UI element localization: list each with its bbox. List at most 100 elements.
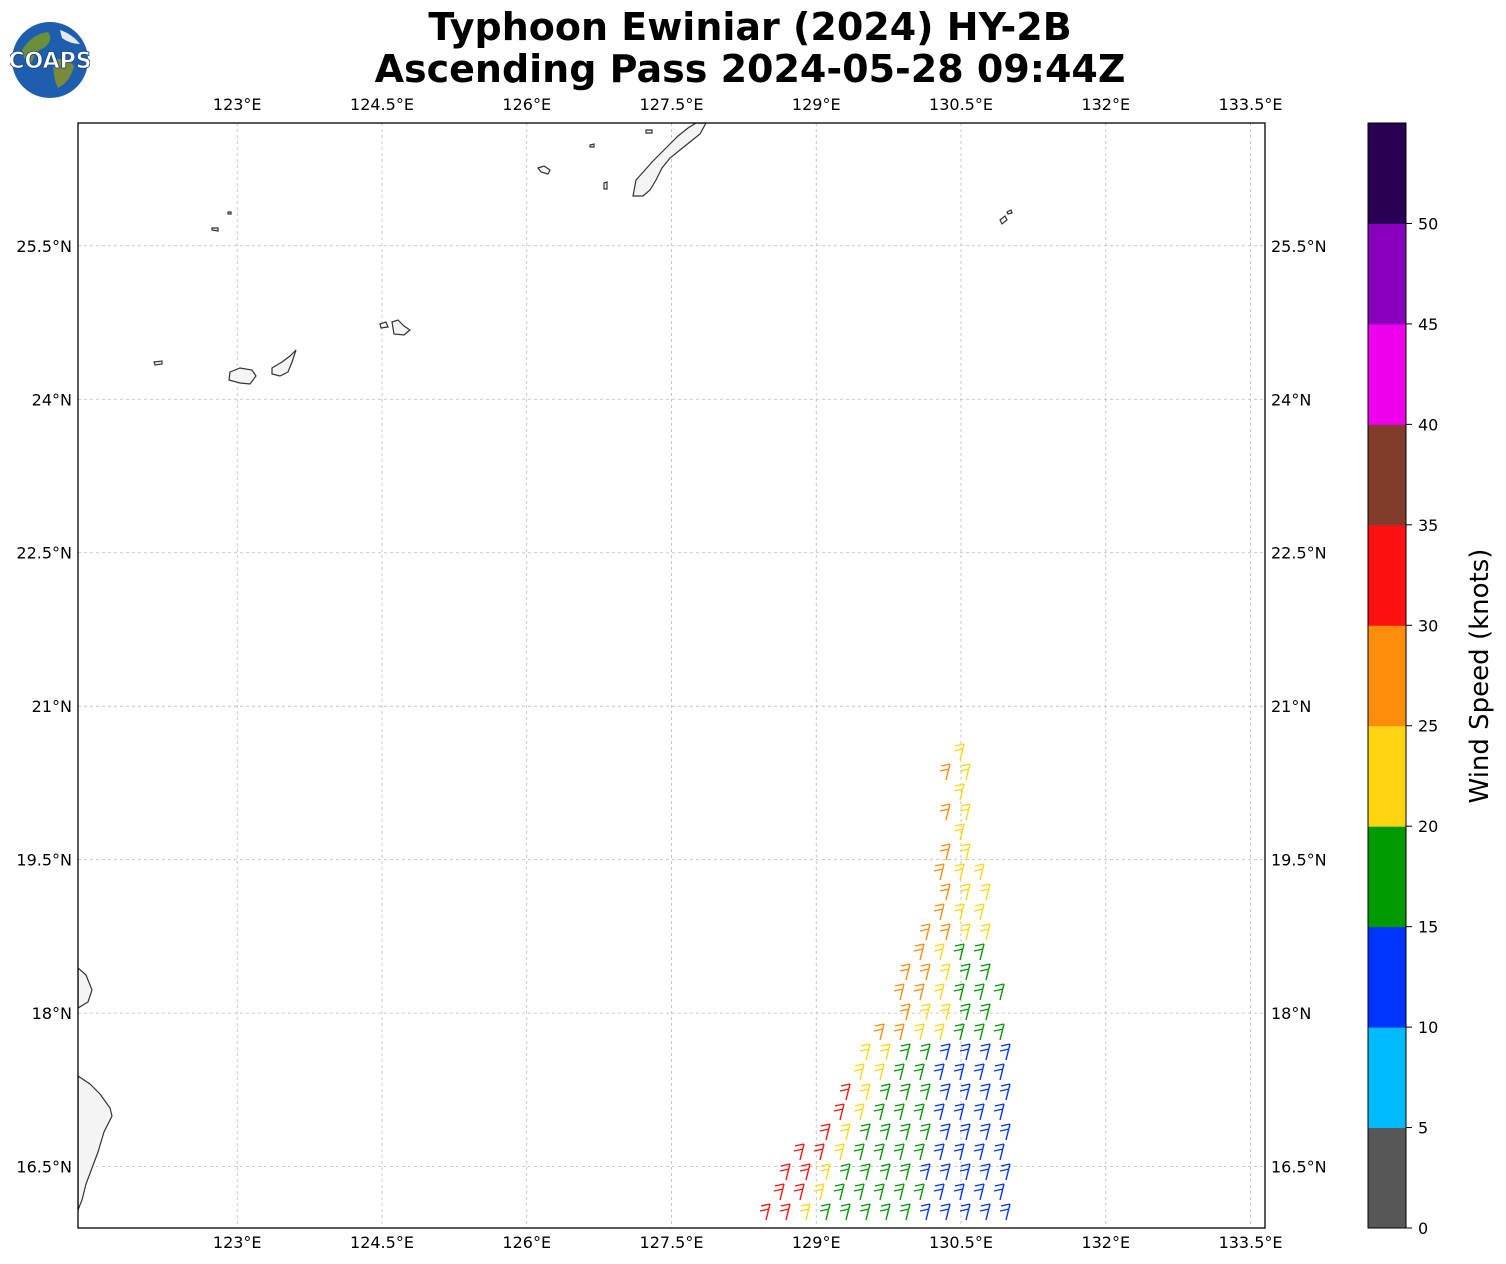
wind-barb bbox=[939, 763, 951, 781]
wind-barb-path bbox=[799, 1163, 811, 1181]
wind-barb bbox=[973, 863, 985, 881]
wind-barb-path bbox=[993, 983, 1005, 1001]
wind-barb-path bbox=[979, 1203, 991, 1221]
lat-tick-label: 18°N bbox=[32, 1004, 72, 1023]
wind-barb bbox=[939, 1003, 951, 1021]
wind-barb-path bbox=[913, 1063, 925, 1081]
wind-barb bbox=[913, 1143, 925, 1161]
colorbar: 0 5 10 15 20 25 30 35 40 45 50 bbox=[1367, 122, 1438, 1238]
lon-tick-label: 132°E bbox=[1081, 1233, 1130, 1252]
wind-barb bbox=[953, 863, 965, 881]
lat-tick-label: 25.5°N bbox=[1271, 237, 1327, 256]
wind-barb-path bbox=[919, 1203, 931, 1221]
wind-barb bbox=[893, 1183, 905, 1201]
wind-barb-path bbox=[939, 1083, 951, 1101]
wind-barb-path bbox=[899, 1003, 911, 1021]
wind-barb-path bbox=[839, 1083, 851, 1101]
lat-tick-label: 19.5°N bbox=[1271, 851, 1327, 870]
wind-barb-path bbox=[899, 1043, 911, 1061]
wind-barb-path bbox=[953, 863, 965, 881]
wind-barb-path bbox=[973, 1183, 985, 1201]
wind-barb bbox=[979, 1003, 991, 1021]
wind-barb-path bbox=[993, 1183, 1005, 1201]
wind-barb bbox=[919, 1203, 931, 1221]
wind-barb-path bbox=[919, 1003, 931, 1021]
wind-barb bbox=[953, 1143, 965, 1161]
wind-barb-path bbox=[879, 1043, 891, 1061]
wind-barb bbox=[939, 1083, 951, 1101]
wind-barb bbox=[899, 1083, 911, 1101]
wind-barb bbox=[873, 1143, 885, 1161]
wind-barb-path bbox=[813, 1143, 825, 1161]
wind-barb bbox=[859, 1203, 871, 1221]
wind-barb bbox=[899, 1003, 911, 1021]
wind-barb-path bbox=[939, 883, 951, 901]
wind-barb-path bbox=[933, 983, 945, 1001]
wind-barb bbox=[893, 1143, 905, 1161]
wind-barb-path bbox=[973, 1063, 985, 1081]
wind-barb bbox=[933, 1063, 945, 1081]
wind-barb-path bbox=[839, 1123, 851, 1141]
wind-barb-path bbox=[793, 1143, 805, 1161]
wind-barb bbox=[893, 983, 905, 1001]
colorbar-segment bbox=[1368, 524, 1406, 626]
wind-barb bbox=[959, 843, 971, 861]
wind-barb bbox=[999, 1203, 1011, 1221]
wind-barb bbox=[819, 1163, 831, 1181]
wind-barb bbox=[973, 943, 985, 961]
wind-barb bbox=[813, 1143, 825, 1161]
wind-barb bbox=[879, 1123, 891, 1141]
lat-tick-label: 16.5°N bbox=[1271, 1158, 1327, 1177]
island bbox=[211, 227, 219, 232]
wind-barb-path bbox=[999, 1203, 1011, 1221]
wind-barb-path bbox=[939, 963, 951, 981]
wind-barb-path bbox=[959, 803, 971, 821]
wind-barb bbox=[979, 1083, 991, 1101]
wind-barb bbox=[779, 1163, 791, 1181]
wind-barb-path bbox=[993, 1023, 1005, 1041]
wind-barb bbox=[959, 1043, 971, 1061]
wind-barb-path bbox=[993, 1063, 1005, 1081]
wind-barbs-swath bbox=[759, 743, 1011, 1221]
wind-barb-path bbox=[973, 863, 985, 881]
lat-tick-label: 18°N bbox=[1271, 1004, 1311, 1023]
wind-barb-path bbox=[893, 1183, 905, 1201]
colorbar-segment bbox=[1368, 725, 1406, 827]
wind-barb-path bbox=[859, 1123, 871, 1141]
lat-tick-label: 21°N bbox=[1271, 697, 1311, 716]
island bbox=[379, 321, 389, 329]
wind-barb bbox=[839, 1083, 851, 1101]
wind-barb bbox=[979, 923, 991, 941]
wind-barb-path bbox=[993, 1103, 1005, 1121]
lat-tick-label: 21°N bbox=[32, 697, 72, 716]
wind-barb bbox=[979, 1163, 991, 1181]
wind-barb-path bbox=[973, 1143, 985, 1161]
wind-barb bbox=[953, 983, 965, 1001]
wind-barb-path bbox=[819, 1163, 831, 1181]
wind-barb-path bbox=[919, 1043, 931, 1061]
island bbox=[589, 143, 595, 148]
wind-barb bbox=[853, 1103, 865, 1121]
wind-barb bbox=[933, 1023, 945, 1041]
colorbar-segment bbox=[1368, 826, 1406, 928]
wind-barb bbox=[959, 1163, 971, 1181]
wind-barb-path bbox=[953, 903, 965, 921]
wind-barb-path bbox=[979, 923, 991, 941]
wind-barb bbox=[893, 1063, 905, 1081]
wind-barb bbox=[939, 803, 951, 821]
wind-barb-path bbox=[979, 883, 991, 901]
wind-barb bbox=[813, 1183, 825, 1201]
wind-barb bbox=[973, 983, 985, 1001]
wind-barb bbox=[933, 1183, 945, 1201]
logo-text: COAPS bbox=[10, 49, 90, 74]
wind-barb-path bbox=[999, 1043, 1011, 1061]
island bbox=[1006, 209, 1013, 215]
island bbox=[153, 360, 163, 366]
wind-barb bbox=[859, 1123, 871, 1141]
wind-barb-path bbox=[833, 1143, 845, 1161]
wind-barb-path bbox=[959, 843, 971, 861]
wind-barb bbox=[939, 883, 951, 901]
wind-barb-path bbox=[979, 963, 991, 981]
colorbar-tick-label: 0 bbox=[1418, 1219, 1428, 1238]
